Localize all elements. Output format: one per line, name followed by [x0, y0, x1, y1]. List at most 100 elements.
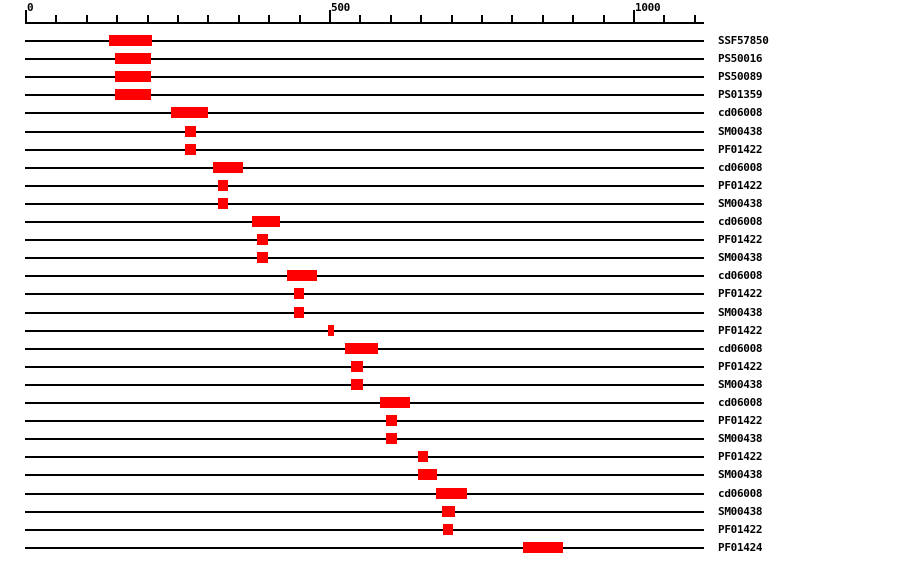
domain-row-line [25, 330, 704, 332]
domain-row-line [25, 58, 704, 60]
domain-row-line [25, 547, 704, 549]
domain-row-line [25, 384, 704, 386]
domain-bar[interactable] [257, 252, 268, 263]
x-axis-minor-tick [299, 15, 301, 24]
domain-row-line [25, 456, 704, 458]
domain-row-label: PF01422 [718, 324, 763, 337]
domain-row-label: cd06008 [718, 396, 763, 409]
domain-row-label: SM00438 [718, 197, 763, 210]
domain-row-line [25, 131, 704, 133]
domain-bar[interactable] [218, 180, 228, 191]
domain-bar[interactable] [351, 361, 363, 372]
domain-bar[interactable] [328, 325, 334, 336]
domain-bar[interactable] [171, 107, 208, 118]
domain-bar[interactable] [418, 451, 428, 462]
x-axis-major-tick [633, 10, 635, 24]
domain-row-line [25, 420, 704, 422]
domain-bar[interactable] [418, 469, 437, 480]
x-axis-minor-tick [147, 15, 149, 24]
x-axis-minor-tick [420, 15, 422, 24]
domain-row-label: PF01422 [718, 360, 763, 373]
domain-row-line [25, 529, 704, 531]
domain-row-line [25, 185, 704, 187]
domain-row-label: SM00438 [718, 251, 763, 264]
domain-row-label: SM00438 [718, 125, 763, 138]
domain-bar[interactable] [185, 126, 196, 137]
domain-bar[interactable] [345, 343, 378, 354]
domain-row-label: PF01422 [718, 287, 763, 300]
domain-row-label: SM00438 [718, 432, 763, 445]
x-axis-minor-tick [86, 15, 88, 24]
domain-row-label: PF01424 [718, 541, 763, 554]
domain-bar[interactable] [294, 307, 304, 318]
domain-row-line [25, 167, 704, 169]
domain-bar[interactable] [523, 542, 563, 553]
x-axis-minor-tick [359, 15, 361, 24]
x-axis-minor-tick [511, 15, 513, 24]
domain-row-line [25, 511, 704, 513]
domain-bar[interactable] [436, 488, 467, 499]
domain-bar[interactable] [294, 288, 304, 299]
x-axis-minor-tick [542, 15, 544, 24]
domain-bar[interactable] [287, 270, 317, 281]
domain-bar[interactable] [442, 506, 455, 517]
domain-row-line [25, 221, 704, 223]
domain-row-label: PS50016 [718, 52, 763, 65]
x-axis-minor-tick [55, 15, 57, 24]
domain-row-line [25, 293, 704, 295]
x-axis-minor-tick [268, 15, 270, 24]
domain-row-label: SSF57850 [718, 34, 769, 47]
x-axis-minor-tick [572, 15, 574, 24]
x-axis-major-tick [25, 10, 27, 24]
x-axis-tick-label: 0 [27, 1, 34, 14]
domain-row-label: PF01422 [718, 450, 763, 463]
domain-row-line [25, 76, 704, 78]
domain-row-label: PF01422 [718, 523, 763, 536]
domain-bar[interactable] [443, 524, 453, 535]
domain-bar[interactable] [115, 89, 151, 100]
domain-row-label: PF01422 [718, 143, 763, 156]
domain-bar[interactable] [386, 415, 397, 426]
domain-bar[interactable] [109, 35, 152, 46]
domain-bar[interactable] [115, 53, 151, 64]
domain-bar[interactable] [386, 433, 397, 444]
domain-row-label: SM00438 [718, 505, 763, 518]
domain-bar[interactable] [115, 71, 151, 82]
domain-row-label: cd06008 [718, 106, 763, 119]
domain-row-line [25, 257, 704, 259]
x-axis-minor-tick [603, 15, 605, 24]
x-axis-major-tick [329, 10, 331, 24]
domain-bar[interactable] [380, 397, 410, 408]
domain-row-line [25, 312, 704, 314]
domain-bar[interactable] [252, 216, 280, 227]
domain-row-label: SM00438 [718, 306, 763, 319]
domain-row-line [25, 40, 704, 42]
domain-row-line [25, 203, 704, 205]
domain-row-line [25, 438, 704, 440]
domain-row-line [25, 94, 704, 96]
domain-row-label: cd06008 [718, 342, 763, 355]
x-axis-minor-tick [238, 15, 240, 24]
x-axis-tick-label: 1000 [635, 1, 661, 14]
domain-bar[interactable] [218, 198, 228, 209]
domain-row-line [25, 402, 704, 404]
domain-row-line [25, 366, 704, 368]
domain-row-line [25, 149, 704, 151]
domain-row-label: PF01422 [718, 179, 763, 192]
domain-row-label: PS01359 [718, 88, 763, 101]
domain-row-line [25, 275, 704, 277]
x-axis-minor-tick [207, 15, 209, 24]
domain-bar[interactable] [185, 144, 196, 155]
domain-row-label: cd06008 [718, 161, 763, 174]
x-axis-minor-tick [116, 15, 118, 24]
domain-row-line [25, 239, 704, 241]
x-axis-minor-tick [451, 15, 453, 24]
domain-bar[interactable] [257, 234, 268, 245]
domain-row-label: SM00438 [718, 378, 763, 391]
domain-row-label: PF01422 [718, 233, 763, 246]
domain-row-line [25, 112, 704, 114]
x-axis-minor-tick [390, 15, 392, 24]
domain-bar[interactable] [213, 162, 243, 173]
domain-bar[interactable] [351, 379, 363, 390]
